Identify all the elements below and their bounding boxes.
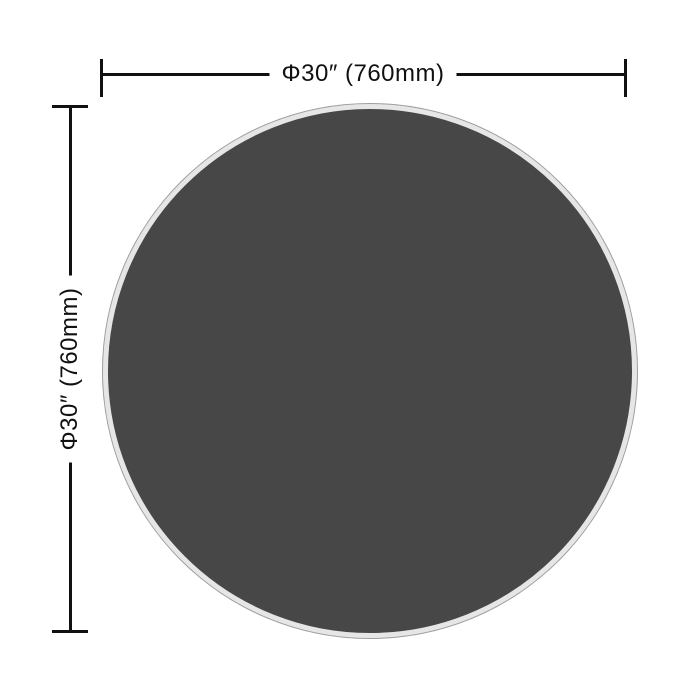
horizontal-dimension-right-tick (624, 59, 627, 97)
vertical-dimension-bottom-tick (52, 630, 88, 633)
horizontal-dimension-left-tick (100, 59, 103, 97)
horizontal-dimension-label: Φ30″ (760mm) (269, 58, 457, 90)
tabletop-circle (103, 104, 637, 638)
vertical-dimension-label: Φ30″ (760mm) (54, 275, 86, 463)
